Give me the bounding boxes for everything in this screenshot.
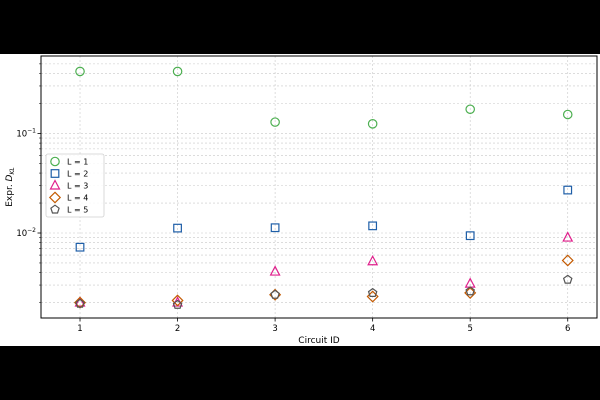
legend-marker — [50, 156, 60, 167]
x-tick-label: 5 — [467, 324, 472, 334]
data-point — [367, 254, 379, 266]
y-tick-label: 10−2 — [16, 227, 36, 239]
legend-label: L = 4 — [67, 194, 88, 203]
y-tick-exponent: −1 — [27, 127, 36, 134]
series-1 — [75, 66, 573, 129]
data-points — [73, 66, 574, 309]
y-axis-label-prefix: Expr. — [5, 181, 15, 206]
y-tick-base: 10 — [16, 129, 27, 139]
data-point — [368, 221, 378, 231]
y-tick-base: 10 — [16, 229, 27, 239]
data-point — [74, 296, 86, 307]
series-3 — [74, 231, 574, 307]
data-point — [563, 185, 573, 195]
legend-item: L = 5 — [50, 204, 88, 215]
data-point — [367, 119, 378, 129]
x-tick-label: 3 — [272, 324, 277, 334]
data-point — [172, 66, 183, 77]
plot-frame — [40, 55, 598, 319]
x-axis-label: Circuit ID — [298, 336, 339, 346]
data-point — [270, 223, 280, 233]
data-point — [270, 117, 280, 127]
data-point — [269, 265, 281, 276]
y-tick-label: 10−1 — [16, 127, 36, 139]
data-point — [367, 287, 378, 298]
x-tick-label: 2 — [175, 324, 180, 334]
y-axis-label-symbol: D — [5, 174, 15, 181]
legend-label: L = 1 — [67, 158, 88, 167]
data-point — [465, 104, 475, 115]
data-point — [75, 66, 85, 77]
data-point — [562, 274, 573, 284]
y-axis-label-subscript: KL — [9, 167, 16, 174]
legend-label: L = 5 — [67, 206, 88, 215]
data-point — [171, 294, 184, 307]
series-2 — [75, 185, 573, 252]
data-point — [172, 299, 183, 309]
y-axis-ticks: 10−210−1 — [16, 63, 41, 303]
data-point — [562, 109, 573, 120]
legend-marker — [50, 204, 60, 214]
legend-item: L = 1 — [50, 156, 88, 167]
data-point — [173, 223, 182, 233]
data-point — [561, 254, 574, 267]
y-tick-exponent: −2 — [27, 227, 36, 234]
data-point — [270, 289, 280, 299]
legend: L = 1 L = 2 L = 3 L = 4 L = 5 — [45, 153, 105, 218]
data-point — [465, 286, 475, 296]
legend-marker — [49, 179, 61, 190]
data-point — [562, 231, 574, 242]
x-axis-ticks: 1 2 3 4 5 6 — [77, 318, 570, 334]
grid-lines — [41, 56, 597, 318]
data-point — [465, 231, 475, 241]
data-point — [75, 242, 85, 252]
legend-marker — [50, 169, 60, 178]
legend-item: L = 4 — [48, 191, 88, 204]
legend-item: L = 2 — [50, 169, 88, 179]
legend-marker — [48, 191, 62, 204]
legend-box — [45, 153, 105, 218]
legend-label: L = 3 — [67, 182, 88, 191]
y-axis-label: Expr. DKL — [5, 167, 16, 207]
x-tick-label: 1 — [77, 324, 82, 334]
data-point — [75, 298, 85, 308]
legend-item: L = 3 — [49, 179, 88, 191]
legend-label: L = 2 — [67, 170, 88, 179]
data-point — [73, 296, 87, 309]
x-tick-label: 4 — [370, 324, 375, 334]
x-tick-label: 6 — [565, 324, 570, 334]
series-5 — [75, 274, 573, 309]
